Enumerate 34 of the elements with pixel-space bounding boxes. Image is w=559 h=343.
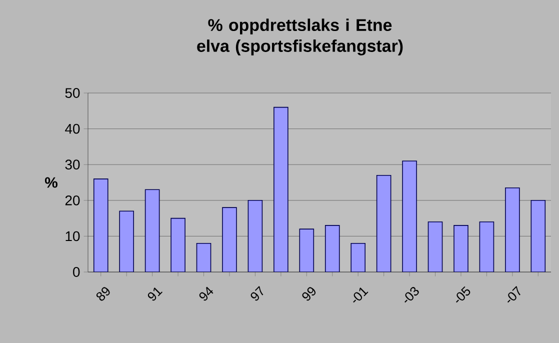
bar	[274, 106, 288, 272]
bar	[454, 225, 468, 272]
bar	[119, 210, 134, 272]
x-tick-label: -05	[456, 286, 470, 303]
bar	[479, 221, 494, 272]
bar	[196, 242, 212, 272]
bar	[530, 200, 546, 272]
x-tick-label: 97	[250, 286, 264, 301]
bar	[170, 218, 186, 272]
x-tick-label: 89	[96, 287, 110, 301]
bar	[299, 228, 314, 272]
bar	[505, 187, 520, 272]
y-tick-label: 20	[65, 195, 80, 206]
y-tick-label: 50	[65, 88, 80, 98]
bar	[144, 189, 160, 272]
bar	[93, 178, 108, 272]
x-tick-label: 94	[199, 286, 214, 301]
bar	[402, 160, 417, 272]
y-tick-label: 0	[73, 267, 80, 277]
bar	[428, 221, 443, 272]
x-tick-label: -07	[507, 286, 520, 303]
y-tick-label: 10	[66, 231, 80, 242]
y-axis-title: %	[44, 177, 58, 188]
bar	[222, 207, 237, 272]
y-tick-label: 30	[65, 160, 80, 170]
x-tick-label: -01	[353, 288, 368, 303]
bar	[376, 174, 392, 272]
bar	[248, 200, 263, 272]
x-tick-label: 99	[302, 287, 316, 301]
chart-title: % oppdrettslaks i Etne elva (sportsfiskefangstar)	[197, 18, 403, 56]
x-tick-label: -03	[404, 287, 419, 303]
x-tick-label: 91	[148, 288, 163, 301]
bar	[324, 225, 340, 272]
y-tick-label: 40	[65, 124, 80, 134]
